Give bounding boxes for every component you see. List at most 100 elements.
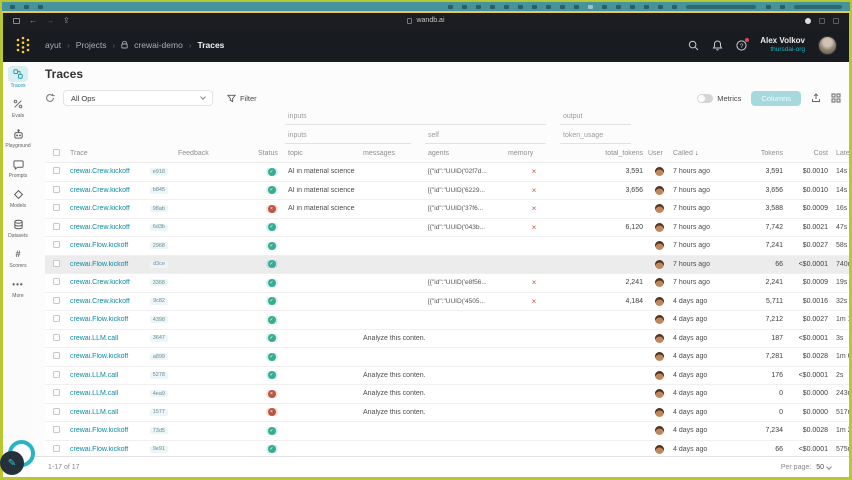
column-settings-icon[interactable] [831,93,841,103]
browser-tab-title[interactable]: wandb.ai [416,17,445,24]
trace-link[interactable]: crewai.LLM.call [70,371,119,379]
forward-icon[interactable]: → [46,15,54,25]
table-row[interactable]: crewai.Flow.kickoff 73d5 ✓ 4 days ago 7,… [45,422,849,441]
export-icon[interactable] [811,93,821,103]
col-header-latency[interactable]: Latency [836,150,849,157]
table-row[interactable]: crewai.Crew.kickoff 98ab × AI in materia… [45,200,849,219]
col-header-status[interactable]: Status [258,150,278,157]
trace-link[interactable]: crewai.Crew.kickoff [70,186,130,194]
col-header-topic[interactable]: topic [288,150,303,157]
table-row[interactable]: crewai.Flow.kickoff 9e91 ✓ 4 days ago 66… [45,440,849,456]
avatar[interactable] [818,35,837,55]
back-icon[interactable]: ← [29,15,37,25]
row-checkbox[interactable] [53,444,60,452]
toggle-off-icon[interactable] [697,93,714,103]
table-row[interactable]: crewai.Crew.kickoff e918 ✓ AI in materia… [45,163,849,182]
search-icon[interactable] [688,40,699,51]
breadcrumb-entity[interactable]: ayut [45,40,62,50]
row-checkbox[interactable] [53,296,60,304]
per-page-select[interactable]: 50 [816,464,832,471]
trace-link[interactable]: crewai.LLM.call [70,408,119,416]
notifications-bell-icon[interactable] [712,39,723,51]
extension-icon[interactable] [805,17,811,24]
table-row[interactable]: crewai.Crew.kickoff 9c82 ✓ [{"id":"UUID(… [45,292,849,311]
row-checkbox[interactable] [53,222,60,230]
breadcrumb-projects[interactable]: Projects [75,40,107,50]
table-row[interactable]: crewai.Crew.kickoff b845 ✓ AI in materia… [45,181,849,200]
row-checkbox[interactable] [53,389,60,397]
sidebar-item-more[interactable]: ••• More [4,276,32,300]
trace-link[interactable]: crewai.Crew.kickoff [70,168,130,176]
browser-profile-icon[interactable] [819,17,825,24]
col-header-total-tokens[interactable]: total_tokens [605,150,643,157]
sort-desc-icon[interactable]: ↓ [694,150,699,157]
table-row[interactable]: crewai.Flow.kickoff d3ce ✓ 7 hours ago 6… [45,255,849,274]
breadcrumb-project[interactable]: crewai-demo [134,40,183,50]
trace-link[interactable]: crewai.LLM.call [70,334,119,342]
table-row[interactable]: crewai.Crew.kickoff 3368 ✓ [{"id":"UUID(… [45,274,849,293]
row-checkbox[interactable] [53,352,60,360]
select-all-checkbox[interactable] [53,149,60,156]
trace-link[interactable]: crewai.Flow.kickoff [70,445,129,453]
row-checkbox[interactable] [53,370,60,378]
table-row[interactable]: crewai.Crew.kickoff 6d3b ✓ [{"id":"UUID(… [45,218,849,237]
table-row[interactable]: crewai.LLM.call 1577 × Analyze this cont… [45,403,849,422]
row-checkbox[interactable] [53,278,60,286]
help-icon[interactable]: ? [736,37,750,51]
trace-link[interactable]: crewai.Flow.kickoff [70,316,129,324]
trace-link[interactable]: crewai.Flow.kickoff [70,427,129,435]
row-checkbox[interactable] [53,241,60,249]
sidebar-item-scorers[interactable]: # Scorers [4,246,32,269]
table-row[interactable]: crewai.LLM.call 5278 ✓ Analyze this cont… [45,366,849,385]
trace-link[interactable]: crewai.LLM.call [70,390,119,398]
metrics-toggle[interactable]: Metrics [697,93,741,103]
row-checkbox[interactable] [53,259,60,267]
row-checkbox[interactable] [53,315,60,323]
trace-link[interactable]: crewai.Flow.kickoff [70,242,129,250]
col-header-memory[interactable]: memory [508,150,534,157]
col-header-agents[interactable]: agents [428,150,450,157]
annotation-pencil-icon[interactable]: ✎ [0,451,24,475]
trace-link[interactable]: crewai.Crew.kickoff [70,279,130,287]
trace-link[interactable]: crewai.Flow.kickoff [70,353,129,361]
refresh-icon[interactable] [45,93,55,103]
row-checkbox[interactable] [53,407,60,415]
wandb-logo-icon[interactable] [15,36,31,54]
tokens-cell: 7,212 [765,316,783,324]
col-header-user[interactable]: User [648,150,663,157]
columns-button[interactable]: Columns [751,90,801,106]
browser-menu-icon[interactable] [833,17,839,24]
row-checkbox[interactable] [53,185,60,193]
table-row[interactable]: crewai.Flow.kickoff 2968 ✓ 7 hours ago 7… [45,237,849,256]
table-row[interactable]: crewai.Flow.kickoff a899 ✓ 4 days ago 7,… [45,348,849,367]
trace-link[interactable]: crewai.Flow.kickoff [70,260,129,268]
row-checkbox[interactable] [53,204,60,212]
table-row[interactable]: crewai.LLM.call 4ea9 × Analyze this cont… [45,385,849,404]
sidebar-item-playground[interactable]: Playground [4,126,32,149]
col-header-cost[interactable]: Cost [813,150,828,157]
breadcrumb-current-page[interactable]: Traces [197,40,225,50]
col-header-messages[interactable]: messages [363,150,395,157]
sidebar-item-datasets[interactable]: Datasets [4,216,32,239]
col-header-trace[interactable]: Trace [70,150,88,157]
col-header-called[interactable]: Called ↓ [673,150,699,157]
tab-overview-icon[interactable] [13,17,20,24]
col-header-feedback[interactable]: Feedback [178,150,209,157]
trace-link[interactable]: crewai.Crew.kickoff [70,223,130,231]
row-checkbox[interactable] [53,167,60,175]
table-row[interactable]: crewai.Flow.kickoff 4398 ✓ 4 days ago 7,… [45,311,849,330]
filter-button[interactable]: Filter [227,94,257,103]
sidebar-item-evals[interactable]: Evals [4,96,32,119]
user-menu[interactable]: Alex Volkov thursdai-org [760,36,805,54]
trace-link[interactable]: crewai.Crew.kickoff [70,297,130,305]
share-icon[interactable]: ⇪ [63,15,70,25]
sidebar-item-prompts[interactable]: Prompts [4,156,32,179]
trace-link[interactable]: crewai.Crew.kickoff [70,205,130,213]
row-checkbox[interactable] [53,333,60,341]
sidebar-item-traces[interactable]: Traces [4,66,32,89]
row-checkbox[interactable] [53,426,60,434]
ops-filter-select[interactable]: All Ops [63,90,213,106]
sidebar-item-models[interactable]: Models [4,186,32,209]
table-row[interactable]: crewai.LLM.call 3647 ✓ Analyze this cont… [45,329,849,348]
col-header-tokens[interactable]: Tokens [760,150,783,157]
